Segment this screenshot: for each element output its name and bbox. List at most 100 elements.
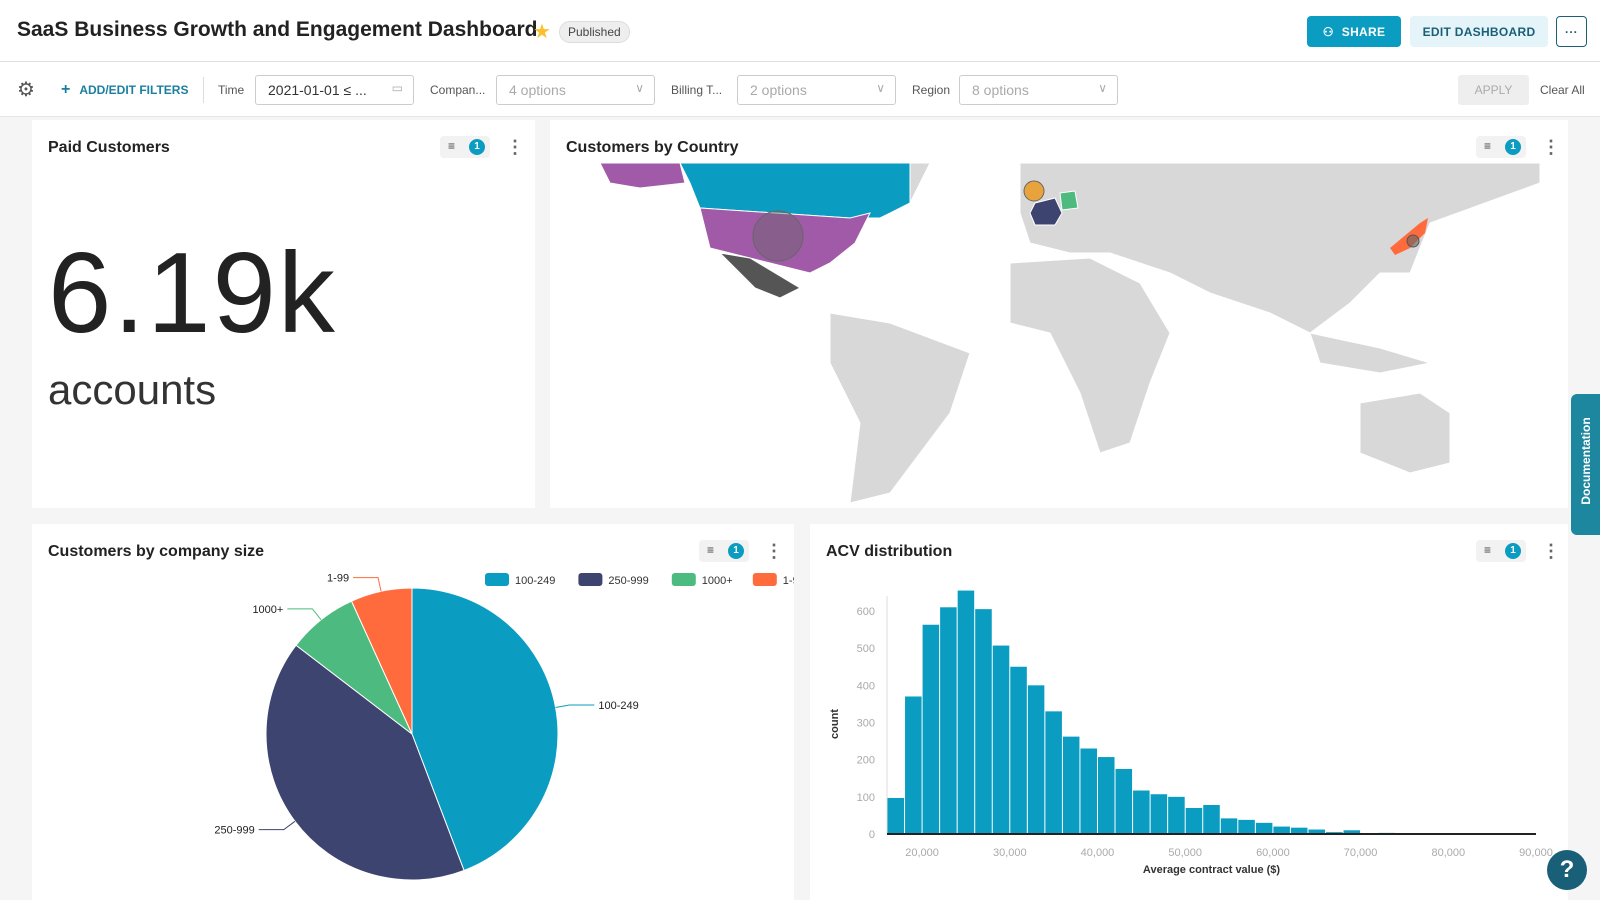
histogram-bar bbox=[1168, 796, 1185, 834]
australia bbox=[1359, 392, 1451, 474]
y-tick-label: 500 bbox=[857, 643, 875, 655]
france-region bbox=[1029, 197, 1063, 226]
apply-button[interactable]: APPLY bbox=[1458, 75, 1529, 105]
card-title: ACV distribution bbox=[826, 543, 953, 560]
y-tick-label: 300 bbox=[857, 718, 875, 730]
filter-icon: ≡ bbox=[1484, 139, 1492, 153]
region-value: 8 options bbox=[972, 82, 1029, 98]
mexico-region bbox=[718, 252, 802, 299]
histogram-bar bbox=[1238, 819, 1255, 834]
pie-label-line bbox=[555, 704, 595, 709]
favorite-star-icon[interactable]: ★ bbox=[533, 21, 551, 43]
filter-indicator[interactable]: ≡ 1 bbox=[1476, 540, 1526, 562]
more-options-button[interactable]: ··· bbox=[1556, 16, 1587, 47]
legend-swatch bbox=[485, 573, 509, 586]
region-filter-select[interactable]: 8 options ∨ bbox=[959, 75, 1118, 105]
histogram-bar bbox=[992, 645, 1010, 834]
card-title: Customers by Country bbox=[566, 139, 739, 156]
legend-label: 250-999 bbox=[608, 575, 648, 587]
pie-label-line bbox=[258, 820, 296, 831]
calendar-icon: ▭ bbox=[391, 81, 403, 95]
histogram-bar bbox=[975, 609, 992, 834]
alaska-region bbox=[599, 163, 686, 189]
x-tick-label: 40,000 bbox=[1081, 847, 1115, 859]
divider bbox=[203, 77, 204, 103]
eurasia bbox=[1019, 163, 1541, 334]
filter-bar: ⚙ + ADD/EDIT FILTERS Time 2021-01-01 ≤ ..… bbox=[0, 62, 1600, 117]
x-tick-label: 70,000 bbox=[1344, 847, 1378, 859]
status-badge: Published bbox=[559, 21, 630, 43]
x-tick-label: 80,000 bbox=[1431, 847, 1465, 859]
histogram-bar bbox=[1115, 768, 1133, 834]
histogram-chart: 0 100 200 300 400 500 600 20,000 30,000 40,000 50,… bbox=[829, 590, 1553, 876]
company-value: 4 options bbox=[509, 82, 566, 98]
histogram-bar bbox=[922, 624, 940, 834]
x-tick-label: 90,000 bbox=[1519, 847, 1553, 859]
pie-label: 250-999 bbox=[214, 825, 254, 837]
chevron-down-icon: ∨ bbox=[635, 81, 644, 95]
x-tick-label: 30,000 bbox=[993, 847, 1027, 859]
histogram-bar bbox=[1308, 829, 1326, 834]
y-tick-label: 200 bbox=[857, 755, 875, 767]
germany-region bbox=[1059, 190, 1079, 211]
card-menu-icon[interactable]: ⋮ bbox=[1542, 137, 1560, 157]
y-tick-label: 100 bbox=[857, 792, 875, 804]
legend-swatch bbox=[578, 573, 603, 586]
x-tick-label: 20,000 bbox=[905, 847, 939, 859]
big-number-unit: accounts bbox=[48, 366, 217, 413]
filter-indicator[interactable]: ≡ 1 bbox=[699, 540, 749, 562]
histogram-bar bbox=[1343, 830, 1361, 834]
japan-bubble bbox=[1406, 234, 1420, 248]
company-filter-select[interactable]: 4 options ∨ bbox=[496, 75, 655, 105]
histogram-bar bbox=[1045, 711, 1062, 834]
billing-filter-select[interactable]: 2 options ∨ bbox=[737, 75, 896, 105]
y-axis-title: count bbox=[829, 709, 841, 739]
pie-label-line bbox=[287, 608, 322, 621]
chevron-down-icon: ∨ bbox=[1098, 81, 1107, 95]
x-axis-title: Average contract value ($) bbox=[1143, 864, 1280, 876]
filter-icon: ≡ bbox=[707, 543, 715, 557]
filter-indicator[interactable]: ≡ 1 bbox=[1476, 136, 1526, 158]
clear-all-button[interactable]: Clear All bbox=[1540, 82, 1585, 97]
settings-gear-icon[interactable]: ⚙ bbox=[17, 79, 35, 101]
histogram-bar bbox=[905, 696, 922, 834]
us-bubble bbox=[752, 210, 804, 262]
card-menu-icon[interactable]: ⋮ bbox=[506, 137, 524, 157]
billing-filter-label: Billing T... bbox=[671, 82, 723, 97]
pie-label: 100-249 bbox=[598, 700, 638, 712]
histogram-bar bbox=[1290, 827, 1308, 834]
histogram-bar bbox=[1097, 757, 1115, 834]
documentation-tab[interactable]: Documentation bbox=[1571, 394, 1600, 535]
pie-label-line bbox=[353, 577, 382, 592]
x-tick-label: 50,000 bbox=[1168, 847, 1202, 859]
filter-count: 1 bbox=[1505, 543, 1521, 559]
histogram-bar bbox=[1220, 818, 1238, 834]
united-states-region bbox=[699, 207, 871, 274]
histogram-bar bbox=[1255, 822, 1273, 834]
share-button[interactable]: ⚇ SHARE bbox=[1307, 16, 1401, 47]
histogram-bar bbox=[1133, 790, 1150, 834]
region-filter-label: Region bbox=[912, 82, 951, 97]
filter-indicator[interactable]: ≡ 1 bbox=[440, 136, 490, 158]
share-label: SHARE bbox=[1341, 24, 1386, 39]
south-america bbox=[829, 312, 971, 504]
histogram-bar bbox=[1185, 807, 1203, 834]
legend-label: 1000+ bbox=[702, 575, 733, 587]
time-filter-input[interactable]: 2021-01-01 ≤ ... ▭ bbox=[255, 75, 414, 105]
edit-dashboard-button[interactable]: EDIT DASHBOARD bbox=[1410, 16, 1548, 47]
share-icon: ⚇ bbox=[1322, 24, 1334, 39]
filter-icon: ≡ bbox=[448, 139, 456, 153]
paid-customers-card: Paid Customers ≡ 1 ⋮ 6.19k accounts bbox=[32, 120, 535, 508]
page-title: SaaS Business Growth and Engagement Dash… bbox=[17, 18, 538, 41]
histogram-bar bbox=[1010, 666, 1027, 834]
company-filter-label: Compan... bbox=[430, 82, 486, 97]
pie-slice-1-99 bbox=[350, 587, 413, 735]
y-tick-label: 0 bbox=[869, 829, 875, 841]
big-number: 6.19k bbox=[48, 230, 337, 357]
legend-swatch bbox=[752, 573, 777, 586]
documentation-label: Documentation bbox=[1579, 417, 1593, 505]
filter-icon: ≡ bbox=[1484, 543, 1492, 557]
help-button[interactable]: ? bbox=[1547, 850, 1587, 890]
add-edit-filters-button[interactable]: + ADD/EDIT FILTERS bbox=[61, 62, 188, 117]
filter-count: 1 bbox=[469, 139, 485, 155]
